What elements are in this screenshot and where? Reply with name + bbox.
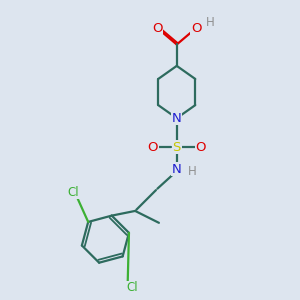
Text: O: O <box>191 22 201 34</box>
Text: O: O <box>148 140 158 154</box>
Text: O: O <box>195 140 206 154</box>
Text: N: N <box>172 163 182 176</box>
Text: H: H <box>188 165 197 178</box>
Text: O: O <box>152 22 163 34</box>
Text: S: S <box>172 140 181 154</box>
Text: H: H <box>206 16 214 29</box>
Text: Cl: Cl <box>126 281 138 294</box>
Text: N: N <box>172 112 182 125</box>
Text: Cl: Cl <box>68 186 80 199</box>
